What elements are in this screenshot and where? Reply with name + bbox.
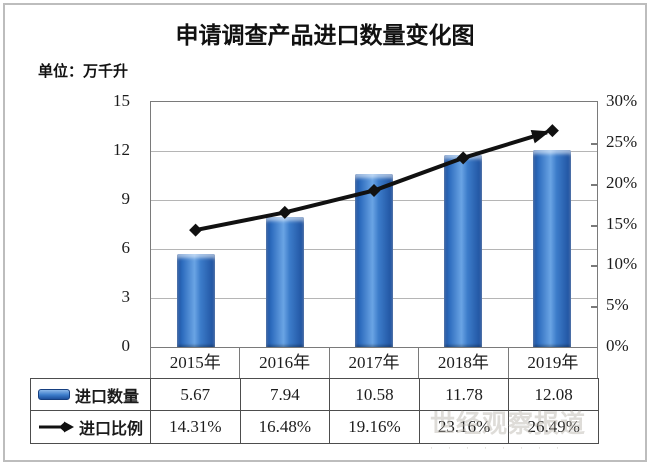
plot-area <box>150 101 598 348</box>
line-arrow-icon <box>39 421 74 433</box>
diamond-marker <box>456 151 470 165</box>
data-table: 进口数量 5.67 7.94 10.58 11.78 12.08 进口比例 14… <box>30 378 599 444</box>
right-tick: 20% <box>606 172 638 192</box>
bar-swatch-icon <box>38 389 70 400</box>
legend-import-quantity: 进口数量 <box>31 379 151 410</box>
unit-label: 单位：万千升 <box>38 63 129 80</box>
right-tick: 25% <box>606 131 638 151</box>
left-tick: 3 <box>121 287 131 306</box>
bar <box>355 174 393 347</box>
series-label: 进口数量 <box>75 388 140 406</box>
right-tick: 0% <box>606 336 629 355</box>
diamond-marker <box>278 205 292 219</box>
category-label: 2016年 <box>240 348 330 378</box>
category-label: 2018年 <box>419 348 509 378</box>
bar <box>533 149 572 347</box>
table-cell: 16.48% <box>241 411 331 443</box>
bars <box>151 102 597 347</box>
table-cell: 10.58 <box>330 379 420 410</box>
category-axis: 2015年 2016年 2017年 2018年 2019年 <box>150 348 598 378</box>
bar <box>444 154 483 347</box>
left-tick: 15 <box>113 91 130 110</box>
legend-import-ratio: 进口比例 <box>31 411 151 443</box>
bar <box>176 254 215 347</box>
category-label: 2015年 <box>151 348 241 378</box>
left-tick: 0 <box>121 336 131 355</box>
table-cell: 14.31% <box>151 411 241 443</box>
right-axis-tickmark <box>591 142 597 145</box>
chart-title: 申请调查产品进口数量变化图 <box>175 22 475 48</box>
left-axis: 15 12 9 6 3 0 <box>60 91 131 355</box>
table-cell: 26.49% <box>527 417 580 436</box>
right-tick: 5% <box>606 295 629 315</box>
left-tick: 9 <box>121 189 131 208</box>
table-cell: 7.94 <box>241 379 331 410</box>
left-tick: 6 <box>121 238 131 257</box>
table-cell: 12.08 <box>534 385 573 404</box>
bar <box>265 217 304 347</box>
table-row: 进口数量 5.67 7.94 10.58 11.78 12.08 <box>31 379 598 411</box>
diamond-marker <box>545 124 559 138</box>
gridline <box>151 151 597 152</box>
table-row: 进口比例 14.31% 16.48% 19.16% 23.16% 26.49% <box>31 411 598 443</box>
right-axis: 30% 25% 20% 15% 10% 5% 0% <box>606 91 650 355</box>
import-ratio-line <box>189 124 559 237</box>
right-tick: 30% <box>606 91 638 110</box>
diamond-marker <box>367 184 381 198</box>
right-axis-tickmark <box>591 306 597 309</box>
table-cell: 19.16% <box>330 411 420 443</box>
category-label: 2019年 <box>527 353 579 372</box>
right-axis-tickmark <box>591 183 597 186</box>
left-tick: 12 <box>113 140 130 159</box>
diamond-marker <box>189 223 203 237</box>
right-tick: 15% <box>606 213 638 233</box>
right-tick: 10% <box>606 254 638 274</box>
right-axis-tickmark <box>591 224 597 227</box>
series-label: 进口比例 <box>79 421 144 438</box>
category-label: 2017年 <box>330 348 420 378</box>
table-cell: 23.16% <box>420 411 510 443</box>
table-cell: 11.78 <box>420 379 510 410</box>
right-axis-tickmark <box>591 265 597 268</box>
table-cell: 5.67 <box>151 379 241 410</box>
